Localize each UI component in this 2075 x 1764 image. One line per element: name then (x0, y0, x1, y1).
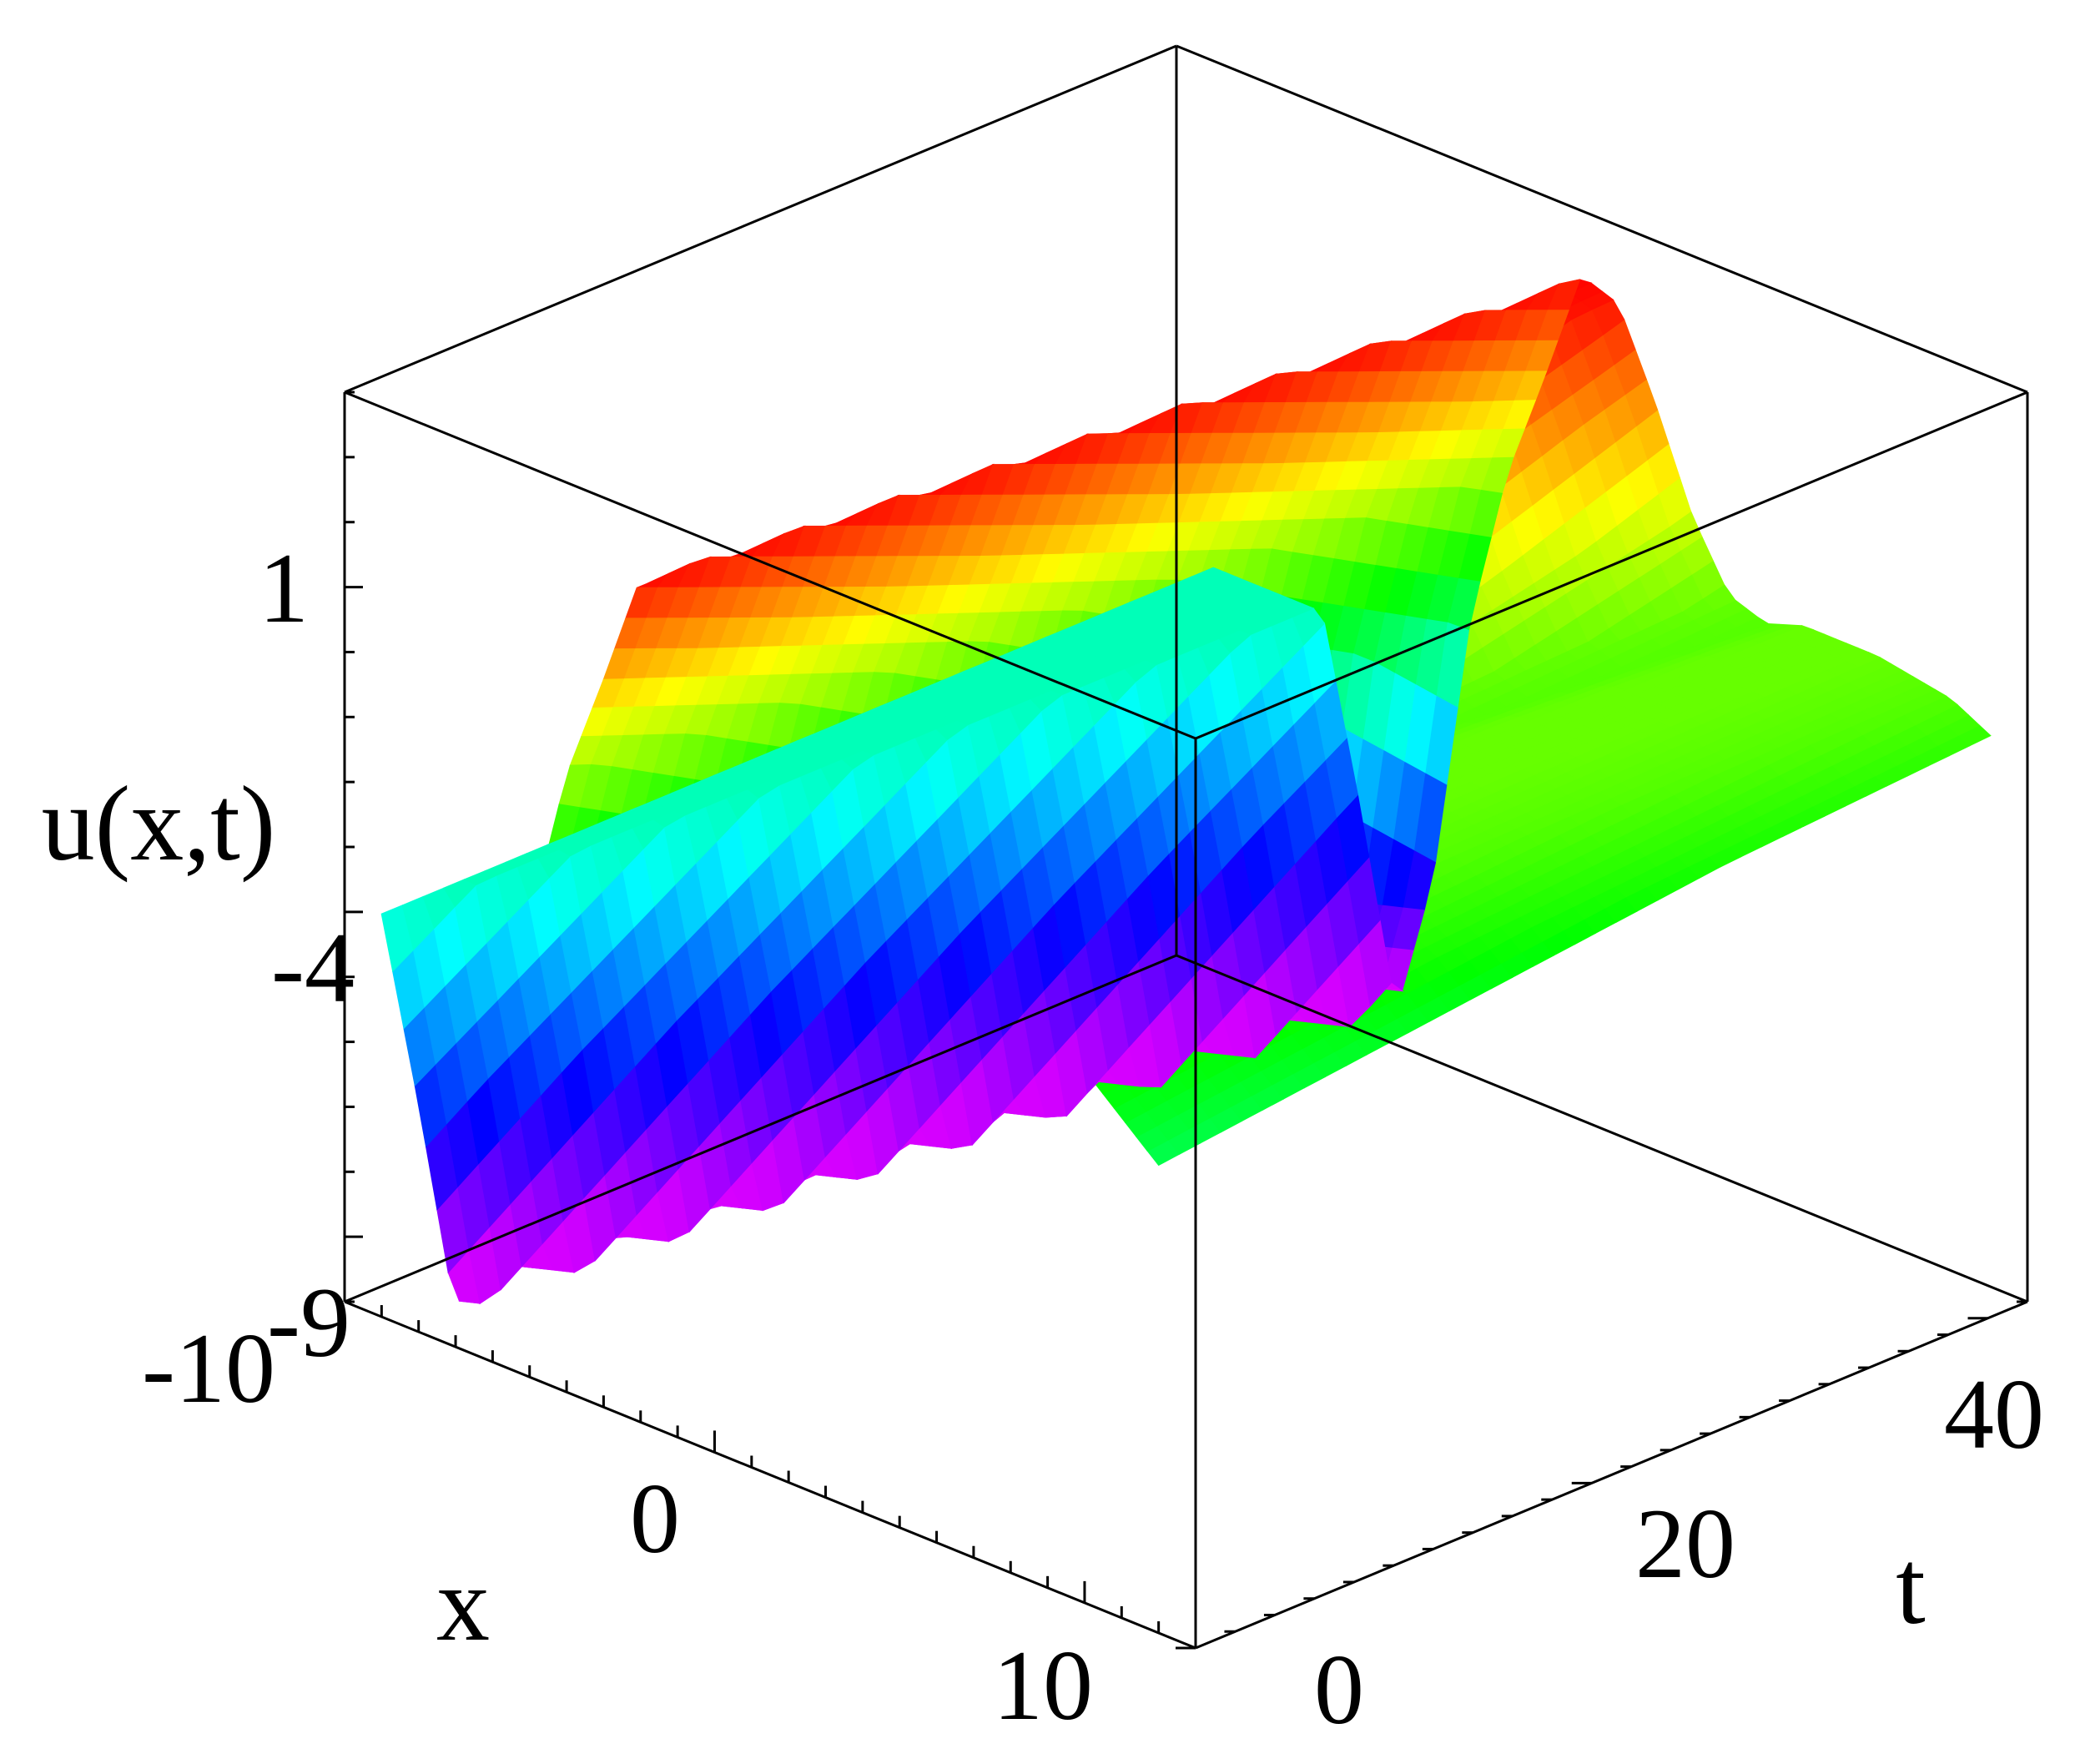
z-tick-1: 1 (259, 532, 309, 643)
box-edge (1195, 391, 2028, 740)
t-tick-40: 40 (1944, 1358, 2044, 1469)
surface (380, 279, 1992, 1305)
x-tick-0: 0 (630, 1463, 680, 1574)
x-axis-title: x (436, 1545, 490, 1663)
axis-ticks (343, 391, 2027, 1650)
box-edge (344, 1300, 1196, 1650)
surface-patch (1191, 567, 1226, 582)
z-tick-minus-9: -9 (267, 1267, 350, 1378)
t-axis-title: t (1896, 1528, 1926, 1646)
t-tick-0: 0 (1314, 1634, 1364, 1745)
z-tick-minus-4: -4 (271, 912, 355, 1023)
z-tick-minus-10: -10 (142, 1313, 275, 1424)
box-edge (1176, 954, 2028, 1303)
box-edge (344, 44, 1177, 394)
x-tick-10: 10 (993, 1630, 1093, 1741)
box-edge (344, 391, 1196, 740)
box-edge (1176, 44, 2028, 394)
box-edge (344, 954, 1177, 1303)
z-axis-title: u(x,t) (42, 764, 276, 883)
box-edge (1195, 1300, 2028, 1650)
t-tick-20: 20 (1635, 1488, 1735, 1599)
